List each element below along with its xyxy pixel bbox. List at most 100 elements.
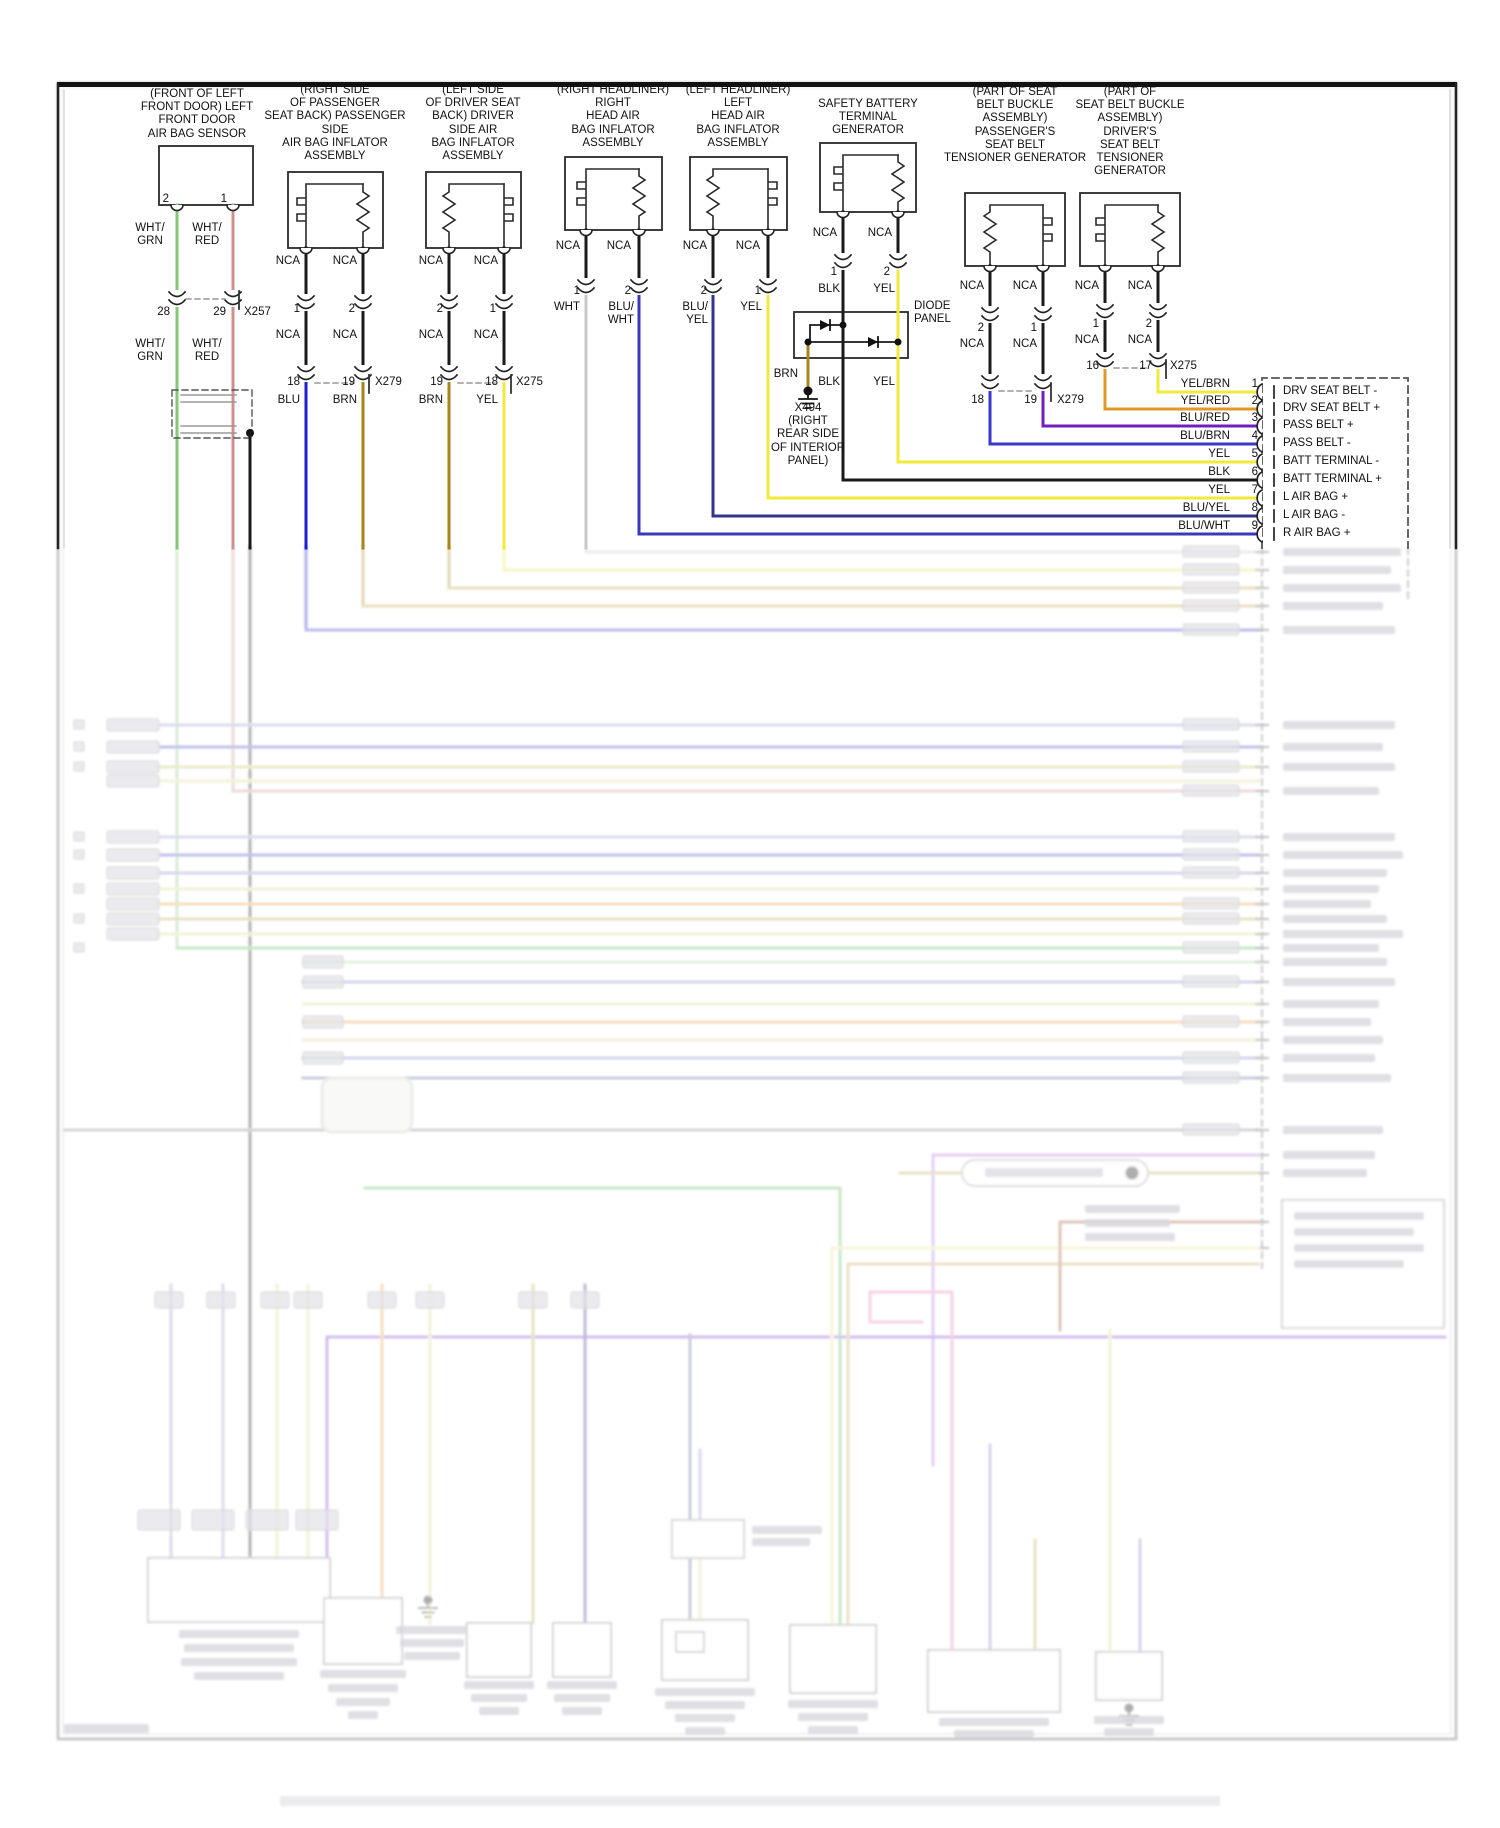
wire-blu-wht	[637, 285, 1261, 536]
crisp-diagram-region	[56, 82, 1458, 550]
connector-separators	[185, 290, 1167, 402]
wire-color-label: YEL	[873, 376, 895, 388]
wire-color-label: YEL	[740, 301, 762, 313]
nca-label: NCA	[555, 240, 580, 252]
nca-label: NCA	[1074, 334, 1099, 346]
pin-label: 16	[1086, 360, 1099, 372]
pin-label: 2	[436, 303, 443, 315]
frame-top-border	[57, 82, 1457, 87]
connector-label-x279: X279	[375, 376, 402, 388]
component-boxes	[158, 142, 1181, 359]
nca-label: NCA	[473, 255, 498, 267]
wire-color-label: WHT/ GRN	[135, 338, 165, 364]
nca-label: NCA	[682, 240, 707, 252]
nca-label: NCA	[418, 329, 443, 341]
pin-label: 17	[1139, 360, 1152, 372]
pinlist-wire: BLU/YEL	[1182, 502, 1230, 514]
pin-label: 1	[1092, 318, 1099, 330]
nca-label: NCA	[332, 255, 357, 267]
pin-label: 1	[830, 266, 837, 278]
pin-label: 19	[342, 376, 355, 388]
nca-label: NCA	[275, 255, 300, 267]
nca-label: NCA	[959, 338, 984, 350]
pin-label: 28	[157, 306, 170, 318]
wire-color-label: BLK	[818, 376, 840, 388]
shield-symbol	[171, 389, 254, 550]
pin-label: 1	[220, 193, 227, 205]
pin-label: 1	[754, 285, 761, 297]
nca-label: NCA	[1012, 280, 1037, 292]
wire-color-label: WHT/ GRN	[135, 222, 165, 248]
wire-color-label: WHT/ RED	[192, 338, 222, 364]
pin-label: 18	[485, 376, 498, 388]
pinlist-wire: BLK	[1208, 466, 1230, 478]
pinlist-signal: R AIR BAG +	[1283, 527, 1351, 539]
pinlist-wire: BLU/RED	[1180, 412, 1230, 424]
diode-panel-internals	[804, 319, 902, 348]
pin-label: 1	[293, 303, 300, 315]
pin-label: 19	[430, 376, 443, 388]
wire-color-label: WHT	[553, 301, 580, 313]
pin-arcs	[170, 204, 1165, 273]
wire-color-label: BLU/ YEL	[682, 301, 708, 327]
nca-label: NCA	[735, 240, 760, 252]
connector-label-x275: X275	[1170, 360, 1197, 372]
wire-yel-brn	[1156, 366, 1261, 394]
component-symbols	[296, 154, 1166, 267]
wire-color-label: BLU/ WHT	[607, 301, 634, 327]
nca-label: NCA	[332, 329, 357, 341]
pin-label: 2	[977, 322, 984, 334]
pin-label: 1	[489, 303, 496, 315]
wire-blu-red	[1041, 389, 1261, 428]
r-headliner-box	[564, 156, 663, 231]
wire-color-label: BRN	[418, 394, 443, 406]
component-label-l-headliner: (LEFT HEADLINER) LEFT HEAD AIR BAG INFLA…	[685, 84, 791, 149]
nca-label: NCA	[867, 227, 892, 239]
pin-label: 2	[348, 303, 355, 315]
pin-label: 18	[971, 394, 984, 406]
component-label-lf-door-sensor: (FRONT OF LEFT FRONT DOOR) LEFT FRONT DO…	[140, 88, 254, 140]
nca-label: NCA	[1074, 280, 1099, 292]
component-label-sbt-generator: SAFETY BATTERY TERMINAL GENERATOR	[818, 98, 918, 137]
pin-label: 2	[883, 266, 890, 278]
wire-color-label: YEL	[476, 394, 498, 406]
right-connector	[1256, 377, 1409, 549]
component-label-pass-tensioner: (PART OF SEAT BELT BUCKLE ASSEMBLY) PASS…	[943, 86, 1087, 165]
wire-color-label: BLU	[277, 394, 300, 406]
wire-color-label: WHT/ RED	[192, 222, 222, 248]
connector-label-x275: X275	[516, 376, 543, 388]
pinlist-wire: YEL	[1208, 484, 1230, 496]
pin-label: 18	[287, 376, 300, 388]
connector-label-x494: X494 (RIGHT REAR SIDE OF INTERIOR PANEL)	[770, 402, 846, 467]
nca-label: NCA	[606, 240, 631, 252]
nca-label: NCA	[1127, 280, 1152, 292]
nca-label: NCA	[1127, 334, 1152, 346]
wire-yel-red	[1103, 366, 1261, 411]
pinlist-signal: DRV SEAT BELT +	[1283, 402, 1381, 414]
wire-color-label: BRN	[332, 394, 357, 406]
wire-color-label: YEL	[873, 283, 895, 295]
wire-blu-yel	[711, 285, 1261, 518]
component-label-drv-inflator: (LEFT SIDE OF DRIVER SEAT BACK) DRIVER S…	[425, 84, 521, 163]
pinlist-wire: BLU/WHT	[1178, 520, 1230, 532]
pin-label: 19	[1024, 394, 1037, 406]
pin-label: 29	[213, 306, 226, 318]
pinlist-wire: YEL/RED	[1180, 395, 1230, 407]
pinlist-signal: PASS BELT +	[1283, 419, 1354, 431]
pinlist-signal: L AIR BAG +	[1283, 491, 1349, 503]
pin-label: 2	[624, 285, 631, 297]
pinlist-signal: BATT TERMINAL -	[1283, 455, 1380, 467]
pinlist-pin: 1	[1251, 378, 1258, 390]
pinlist-pin: 6	[1251, 466, 1258, 478]
diode-panel-box	[793, 311, 909, 359]
pinlist-pin: 2	[1251, 395, 1258, 407]
pinlist-signal: DRV SEAT BELT -	[1283, 385, 1378, 397]
lf-door-sensor-box	[158, 145, 254, 206]
component-label-r-headliner: (RIGHT HEADLINER) RIGHT HEAD AIR BAG INF…	[556, 84, 670, 149]
nca-label: NCA	[275, 329, 300, 341]
pin-label: 2	[162, 193, 169, 205]
drv-tensioner-box	[1079, 192, 1181, 267]
